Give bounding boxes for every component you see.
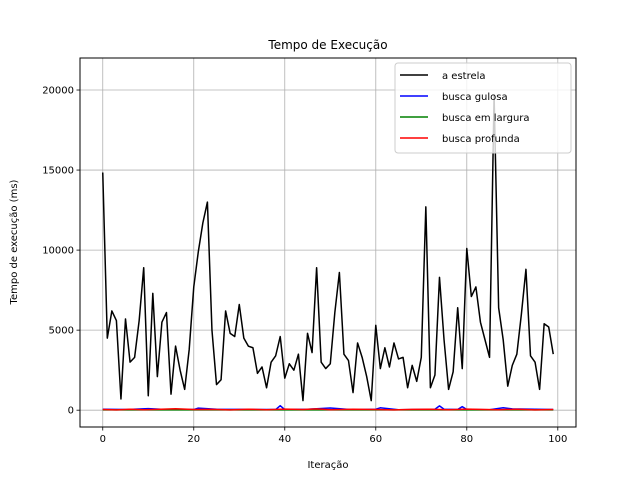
legend-label-busca-gulosa: busca gulosa <box>442 92 508 103</box>
y-tick-label: 10000 <box>42 246 74 257</box>
x-tick-label: 60 <box>369 434 382 445</box>
series-layer <box>102 94 554 411</box>
legend-label-busca-em-largura: busca em largura <box>442 113 530 124</box>
legend-label-a-estrela: a estrela <box>442 71 486 82</box>
x-tick-label: 0 <box>100 434 106 445</box>
plot-frame <box>79 57 577 428</box>
series-line-busca-profunda <box>102 408 554 411</box>
x-tick-label: 80 <box>460 434 473 445</box>
ticks: 0 20 40 60 80 100 0 5000 10000 15000 20000 <box>42 86 567 445</box>
legend-label-busca-profunda: busca profunda <box>442 134 520 145</box>
chart-title: Tempo de Execução <box>267 38 387 52</box>
legend-box <box>394 62 572 154</box>
y-axis-title: Tempo de execução (ms) <box>9 179 20 305</box>
y-tick-label: 15000 <box>42 166 74 177</box>
y-tick-label: 20000 <box>42 86 74 97</box>
x-tick-label: 40 <box>278 434 291 445</box>
x-tick-label: 20 <box>187 434 200 445</box>
x-axis-title: Iteração <box>307 460 348 471</box>
legend: a estrela busca gulosa busca em largura bus… <box>394 62 572 154</box>
y-tick-label: 0 <box>68 406 74 417</box>
series-line-a-estrela <box>102 94 554 402</box>
y-tick-label: 5000 <box>49 326 74 337</box>
x-tick-label: 100 <box>548 434 567 445</box>
